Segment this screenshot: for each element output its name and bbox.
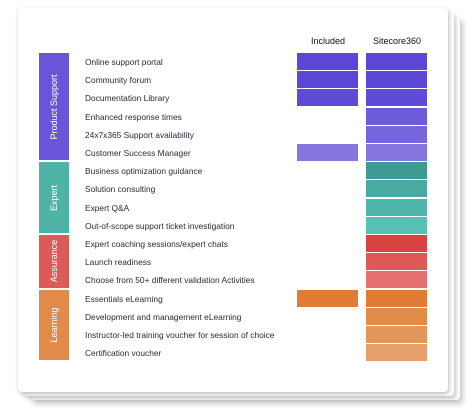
column-header-included: Included	[310, 36, 346, 46]
included-cell	[297, 53, 358, 70]
sitecore360-cell	[366, 198, 427, 216]
row-label: Business optimization guidance	[85, 166, 203, 177]
column-header-sitecore360: Sitecore360	[372, 36, 422, 46]
sitecore360-cell	[366, 326, 427, 343]
included-cell	[297, 71, 358, 89]
sitecore360-cell	[366, 307, 427, 325]
row-label: Out-of-scope support ticket investigatio…	[85, 220, 235, 231]
sitecore360-cell	[366, 144, 427, 161]
row-label: Launch readiness	[85, 257, 152, 268]
sitecore360-cell	[366, 125, 427, 143]
sitecore360-cell	[366, 253, 427, 271]
row-label: Enhanced response times	[85, 111, 182, 122]
sitecore360-cell	[366, 289, 427, 307]
sitecore360-cell	[366, 107, 427, 125]
row-label: Development and management eLearning	[85, 311, 242, 322]
row-label: Customer Success Manager	[85, 148, 191, 158]
sitecore360-cell	[366, 89, 427, 107]
section-learning: Learning	[39, 289, 69, 361]
section-label: Product Support	[49, 74, 59, 140]
row-label: Expert coaching sessions/expert chats	[85, 239, 228, 249]
row-label: Instructor-led training voucher for sess…	[85, 330, 275, 340]
section-expert: Expert	[39, 162, 69, 233]
row-label: Choose from 50+ different validation Act…	[85, 275, 255, 286]
row-label: Documentation Library	[85, 93, 170, 104]
sitecore360-cell	[366, 271, 427, 289]
row-label: Community forum	[85, 75, 152, 86]
row-label: 24x7x365 Support availability	[85, 129, 194, 140]
section-label: Learning	[49, 307, 59, 343]
section-label: Expert	[49, 184, 59, 211]
sitecore360-cell	[366, 344, 427, 362]
sitecore360-cell	[366, 180, 427, 198]
section-assurance: Assurance	[39, 235, 69, 288]
sitecore360-cell	[366, 216, 427, 234]
row-label: Expert Q&A	[85, 202, 130, 213]
row-label: Certification voucher	[85, 348, 162, 359]
section-label: Assurance	[49, 240, 59, 283]
sitecore360-cell	[366, 162, 427, 180]
sitecore360-cell	[366, 71, 427, 89]
section-product-support: Product Support	[39, 53, 69, 161]
sitecore360-cell	[366, 53, 427, 70]
row-label: Essentials eLearning	[85, 293, 163, 304]
row-label: Online support portal	[85, 57, 163, 67]
included-cell	[297, 144, 358, 161]
included-cell	[297, 89, 358, 107]
row-label: Solution consulting	[85, 184, 156, 195]
included-cell	[297, 289, 358, 307]
sitecore360-cell	[366, 235, 427, 252]
